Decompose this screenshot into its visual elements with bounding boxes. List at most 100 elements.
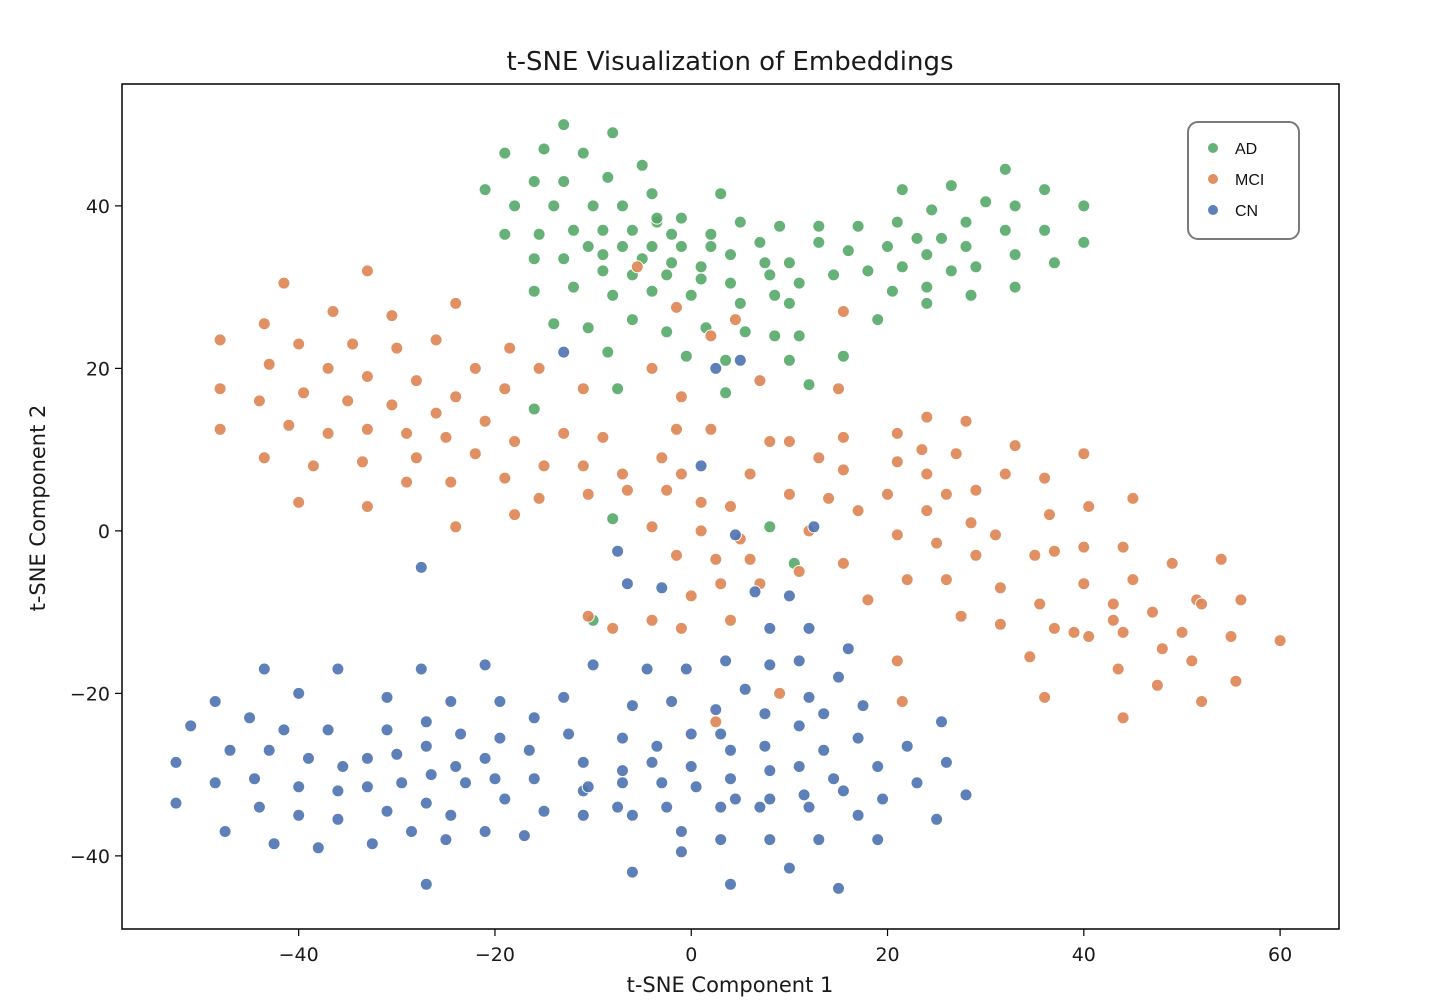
point-mci — [400, 475, 414, 489]
y-tick-label: −40 — [70, 846, 110, 868]
point-mci — [257, 317, 271, 331]
point-ad — [920, 296, 934, 310]
point-cn — [900, 739, 914, 753]
point-mci — [890, 426, 904, 440]
point-ad — [827, 268, 841, 282]
point-cn — [586, 658, 600, 672]
point-cn — [763, 833, 777, 847]
point-mci — [356, 455, 369, 469]
point-mci — [532, 361, 546, 375]
point-cn — [812, 833, 826, 847]
point-cn — [728, 792, 742, 806]
point-cn — [243, 711, 257, 725]
point-mci — [1082, 500, 1096, 513]
point-mci — [449, 390, 463, 404]
point-ad — [596, 248, 610, 262]
point-cn — [336, 760, 350, 773]
point-mci — [1077, 447, 1091, 461]
point-mci — [581, 609, 595, 623]
point-mci — [674, 467, 688, 481]
point-mci — [360, 264, 374, 278]
point-cn — [728, 528, 742, 542]
point-mci — [1008, 439, 1022, 453]
x-tick-label: −40 — [279, 944, 319, 966]
point-mci — [743, 552, 757, 566]
point-mci — [674, 621, 688, 635]
point-mci — [743, 467, 757, 481]
point-cn — [782, 589, 796, 603]
point-ad — [625, 223, 639, 237]
point-cn — [802, 800, 816, 814]
point-cn — [817, 707, 831, 721]
point-mci — [993, 617, 1007, 631]
point-mci — [920, 504, 934, 518]
point-ad — [979, 195, 993, 209]
point-mci — [704, 329, 718, 343]
point-cn — [625, 699, 639, 713]
point-mci — [409, 374, 423, 388]
point-ad — [782, 256, 796, 270]
point-cn — [719, 654, 733, 668]
point-mci — [1106, 613, 1120, 627]
point-cn — [331, 662, 345, 676]
point-ad — [674, 211, 688, 225]
point-mci — [763, 435, 777, 448]
point-ad — [885, 284, 899, 298]
point-cn — [223, 743, 237, 757]
point-mci — [1165, 556, 1179, 570]
point-ad — [606, 288, 620, 302]
point-mci — [655, 451, 669, 465]
point-cn — [684, 727, 698, 741]
point-mci — [306, 459, 320, 473]
point-cn — [405, 825, 418, 838]
point-cn — [832, 670, 845, 684]
point-mci — [1038, 471, 1052, 485]
point-cn — [935, 715, 948, 729]
point-mci — [360, 500, 374, 513]
point-ad — [625, 313, 639, 327]
point-cn — [414, 662, 428, 676]
point-ad — [581, 321, 595, 335]
point-ad — [964, 288, 978, 302]
point-cn — [262, 743, 276, 757]
point-ad — [719, 386, 733, 400]
point-mci — [660, 483, 674, 497]
point-ad — [581, 240, 595, 253]
point-ad — [763, 268, 777, 282]
point-mci — [915, 443, 929, 457]
point-ad — [532, 227, 546, 241]
point-cn — [454, 727, 468, 741]
point-ad — [998, 162, 1012, 176]
point-ad — [650, 211, 664, 225]
point-ad — [925, 203, 939, 217]
point-mci — [498, 471, 512, 485]
point-cn — [208, 776, 222, 790]
point-cn — [724, 743, 737, 757]
point-cn — [527, 711, 541, 725]
point-cn — [419, 877, 433, 891]
point-mci — [881, 487, 894, 501]
point-ad — [910, 231, 924, 245]
point-mci — [1273, 634, 1287, 648]
point-mci — [1077, 577, 1091, 591]
point-cn — [724, 772, 737, 786]
point-mci — [292, 337, 306, 351]
point-cn — [611, 544, 625, 558]
point-mci — [920, 410, 934, 424]
point-cn — [674, 845, 688, 859]
point-mci — [969, 548, 983, 562]
point-ad — [920, 280, 934, 294]
point-ad — [704, 227, 718, 241]
point-cn — [782, 861, 796, 875]
point-mci — [694, 495, 708, 509]
point-mci — [576, 382, 590, 396]
point-ad — [527, 252, 541, 266]
point-cn — [419, 715, 433, 729]
legend-label-ad: AD — [1235, 141, 1257, 158]
point-cn — [360, 751, 374, 765]
point-ad — [616, 199, 629, 213]
point-mci — [557, 426, 571, 440]
point-mci — [728, 313, 742, 327]
point-cn — [616, 731, 629, 745]
